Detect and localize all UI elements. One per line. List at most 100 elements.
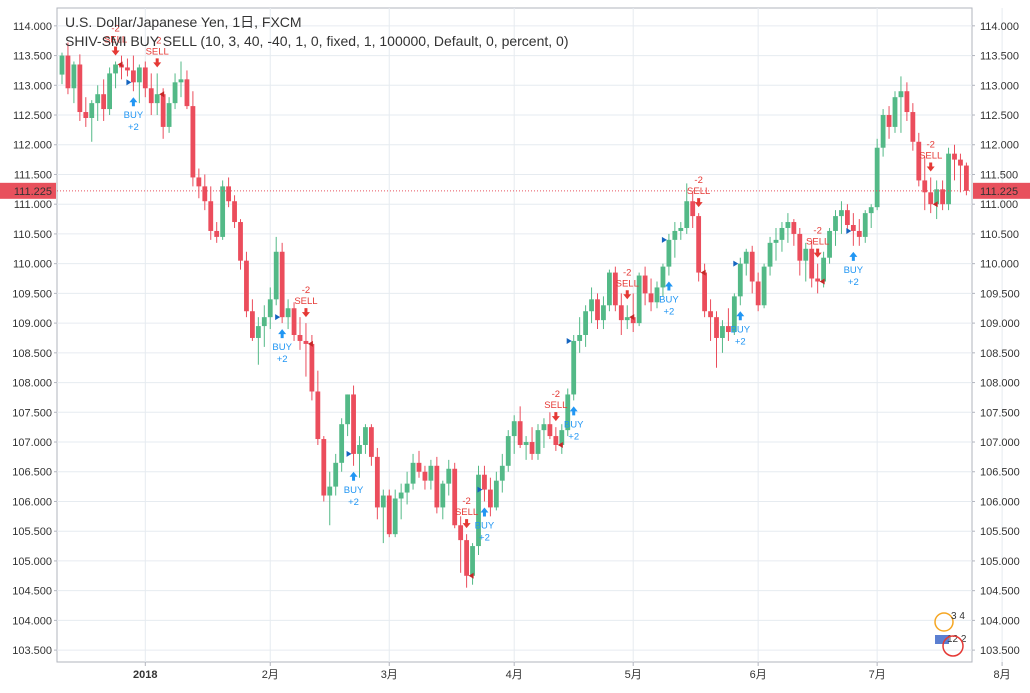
buy-arrow-icon <box>349 471 358 481</box>
candle <box>868 204 874 228</box>
candle <box>404 471 410 505</box>
candle <box>166 97 172 133</box>
left-tick-label: 104.500 <box>12 586 52 598</box>
candle <box>499 453 505 493</box>
indicator-label[interactable]: SHIV-SMI BUY SELL (10, 3, 40, -40, 1, 0,… <box>65 33 569 49</box>
candle <box>107 67 112 116</box>
candle-body <box>345 394 350 425</box>
sell-signal-change: -2 <box>623 267 631 278</box>
candle-body <box>607 272 612 306</box>
sell-signal-change: -2 <box>153 35 161 46</box>
candle-body <box>821 257 826 282</box>
left-tick-label: 111.000 <box>14 199 52 211</box>
right-price-axis[interactable]: 114.000 113.500 113.000 112.500 112.000 111.5… <box>972 21 1020 657</box>
candle <box>785 213 791 243</box>
sell-signal-change: -2 <box>694 175 702 186</box>
candle-body <box>874 147 880 208</box>
candle <box>630 293 636 333</box>
chart-sharing-widget[interactable]: 3 4 12 2 <box>934 611 967 657</box>
candle <box>898 76 904 133</box>
candle-body <box>83 112 89 118</box>
candle-body <box>273 251 279 300</box>
candle-body <box>767 242 773 267</box>
candle <box>172 73 178 110</box>
candle <box>529 427 535 460</box>
sell-marker-icon <box>819 278 825 285</box>
candle <box>809 239 815 288</box>
time-tick-label: 5月 <box>625 669 642 681</box>
candle <box>904 82 910 121</box>
candle <box>285 299 291 330</box>
buy-marker-icon <box>733 260 739 267</box>
chart-sharing-widget-icon[interactable] <box>934 612 954 632</box>
time-tick-label: 8月 <box>994 669 1011 681</box>
right-tick-label: 109.000 <box>980 318 1020 330</box>
last-price-line: 111.225 111.225 <box>0 182 1030 199</box>
sell-arrow-icon <box>926 162 935 172</box>
sell-arrow-icon <box>111 46 120 56</box>
candle <box>333 453 339 496</box>
candle-body <box>696 216 702 273</box>
candle-body <box>791 222 797 234</box>
candle-body <box>541 424 547 431</box>
candle-body <box>95 94 101 104</box>
candle <box>601 296 606 330</box>
candle <box>232 195 237 228</box>
candle <box>345 394 350 437</box>
candle <box>452 462 458 529</box>
left-tick-label: 107.500 <box>12 407 52 419</box>
buy-signal-label: BUY <box>344 485 364 496</box>
candle-body <box>232 201 237 223</box>
buy-arrow-icon <box>664 281 673 291</box>
sell-signal-label: SELL <box>919 150 942 161</box>
candle <box>458 516 464 573</box>
right-tick-label: 110.000 <box>980 259 1019 271</box>
candle-body <box>648 293 654 303</box>
right-tick-label: 105.000 <box>980 556 1020 568</box>
buy-arrow-icon <box>736 311 745 321</box>
candle <box>928 177 934 214</box>
candle-body <box>285 308 291 318</box>
candle <box>850 213 856 246</box>
candle <box>797 227 803 276</box>
candle-body <box>458 525 464 541</box>
candle <box>767 236 773 276</box>
candle <box>612 266 618 312</box>
buy-signal-label: BUY <box>844 265 864 276</box>
candle-body <box>101 94 107 110</box>
candle-body <box>815 278 821 282</box>
candle-body <box>440 483 446 508</box>
candle-body <box>404 483 410 493</box>
candle <box>131 55 136 92</box>
sell-signal-label: SELL <box>455 507 478 518</box>
candle <box>565 388 571 437</box>
candle-body <box>642 275 648 294</box>
candle-body <box>904 91 910 113</box>
sell-signal-change: -2 <box>552 389 560 400</box>
sell-arrow-icon <box>694 198 703 208</box>
candle <box>761 263 767 309</box>
candle <box>291 302 297 341</box>
candle-body <box>136 67 142 83</box>
candle-body <box>250 311 255 338</box>
candle <box>916 132 922 187</box>
candle-body <box>261 317 267 327</box>
buy-signal-label: BUY <box>272 342 292 353</box>
time-axis[interactable]: 2018 2月 3月 4月 5月 6月 7月 8月 <box>133 662 1011 681</box>
time-tick-label: 2018 <box>133 669 157 681</box>
candle-body <box>493 480 499 508</box>
left-price-axis[interactable]: 114.000 113.500 113.000 112.500 112.000 111.5… <box>12 21 57 657</box>
candle-body <box>339 424 345 463</box>
candle-body <box>452 468 458 526</box>
sell-marker-icon <box>307 340 313 347</box>
left-tick-label: 109.500 <box>12 288 52 300</box>
candle-body <box>684 201 690 228</box>
sell-signal-label: SELL <box>806 237 829 248</box>
candle-body <box>267 299 273 318</box>
candle-body <box>71 64 77 89</box>
